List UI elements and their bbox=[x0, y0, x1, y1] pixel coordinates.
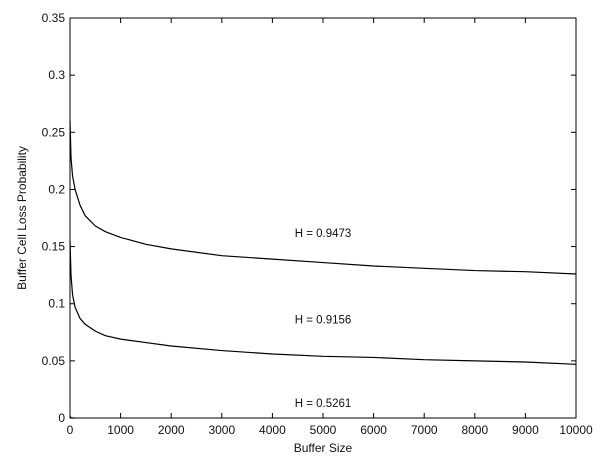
y-tick-label: 0.15 bbox=[42, 240, 66, 254]
y-tick-label: 0.3 bbox=[48, 68, 65, 82]
x-tick-label: 0 bbox=[67, 423, 74, 437]
x-tick-label: 10000 bbox=[559, 423, 593, 437]
y-tick-label: 0.1 bbox=[48, 297, 65, 311]
y-tick-label: 0.25 bbox=[42, 125, 66, 139]
x-tick-label: 5000 bbox=[310, 423, 337, 437]
y-tick-label: 0.35 bbox=[42, 11, 66, 25]
annotation-label: H = 0.5261 bbox=[295, 398, 352, 410]
x-tick-label: 7000 bbox=[411, 423, 438, 437]
y-tick-label: 0 bbox=[58, 411, 65, 425]
plot-area bbox=[69, 17, 577, 419]
series-group bbox=[69, 120, 577, 419]
x-tick-label: 6000 bbox=[360, 423, 387, 437]
x-tick-label: 9000 bbox=[512, 423, 539, 437]
axis-ticks: 0 1000 2000 3000 4000 5000 6000 7000 8000 9000 100… bbox=[42, 11, 593, 437]
x-tick-label: 3000 bbox=[208, 423, 235, 437]
x-tick-label: 4000 bbox=[259, 423, 286, 437]
y-axis-label: Buffer Cell Loss Probability bbox=[15, 146, 29, 290]
annotation-label: H = 0.9156 bbox=[295, 315, 352, 327]
annotation-label: H = 0.9473 bbox=[295, 228, 352, 240]
x-axis-label: Buffer Size bbox=[294, 441, 353, 455]
y-tick-label: 0.05 bbox=[42, 354, 66, 368]
annotations-group: H = 0.9473 H = 0.9156 H = 0.5261 bbox=[295, 228, 352, 410]
y-tick-label: 0.2 bbox=[48, 182, 65, 196]
x-tick-label: 1000 bbox=[107, 423, 134, 437]
series-line-2 bbox=[69, 240, 577, 365]
x-tick-label: 2000 bbox=[158, 423, 185, 437]
x-tick-label: 8000 bbox=[461, 423, 488, 437]
series-line-1 bbox=[69, 120, 577, 275]
series-line-3 bbox=[69, 416, 76, 419]
